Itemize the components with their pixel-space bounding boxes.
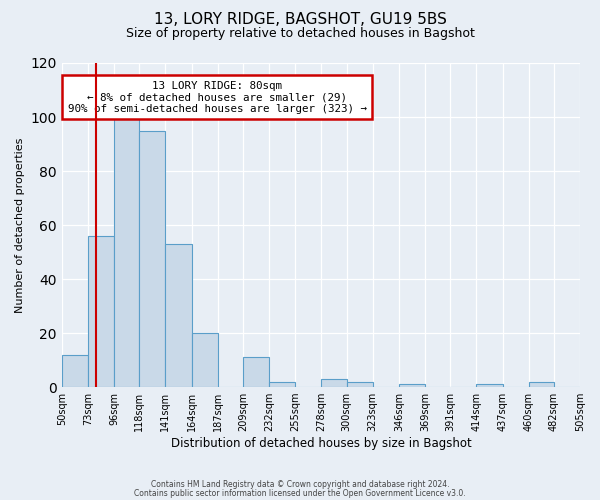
Bar	[269, 382, 295, 387]
Bar	[399, 384, 425, 387]
Text: 13 LORY RIDGE: 80sqm
← 8% of detached houses are smaller (29)
90% of semi-detach: 13 LORY RIDGE: 80sqm ← 8% of detached ho…	[68, 81, 367, 114]
Bar	[476, 384, 503, 387]
Bar	[191, 333, 218, 387]
Bar	[114, 117, 139, 387]
Text: Size of property relative to detached houses in Bagshot: Size of property relative to detached ho…	[125, 28, 475, 40]
Bar	[243, 358, 269, 387]
Bar	[139, 130, 166, 387]
Bar	[322, 379, 347, 387]
Text: Contains HM Land Registry data © Crown copyright and database right 2024.: Contains HM Land Registry data © Crown c…	[151, 480, 449, 489]
Text: 13, LORY RIDGE, BAGSHOT, GU19 5BS: 13, LORY RIDGE, BAGSHOT, GU19 5BS	[154, 12, 446, 28]
Bar	[88, 236, 114, 387]
Text: Contains public sector information licensed under the Open Government Licence v3: Contains public sector information licen…	[134, 488, 466, 498]
Bar	[347, 382, 373, 387]
X-axis label: Distribution of detached houses by size in Bagshot: Distribution of detached houses by size …	[170, 437, 471, 450]
Bar	[529, 382, 554, 387]
Bar	[62, 354, 88, 387]
Bar	[166, 244, 191, 387]
Y-axis label: Number of detached properties: Number of detached properties	[15, 138, 25, 312]
